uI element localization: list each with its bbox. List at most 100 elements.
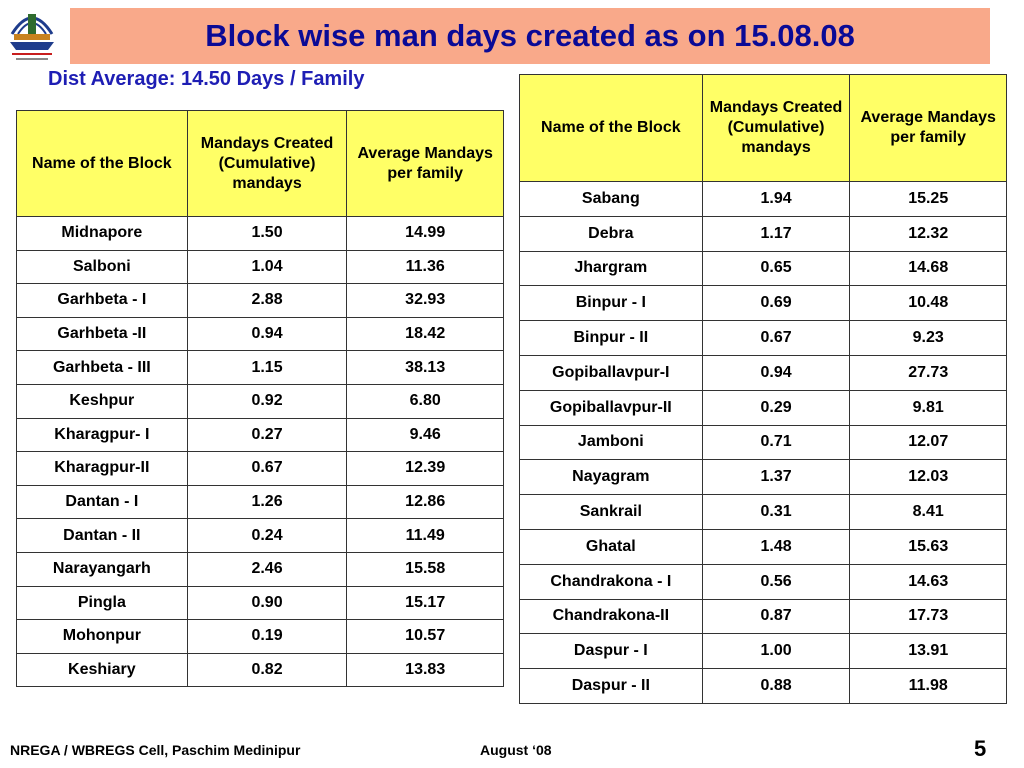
mandays-created-cell: 1.00 xyxy=(701,633,851,670)
mandays-created-cell: 0.69 xyxy=(701,285,851,322)
block-name-cell: Binpur - I xyxy=(519,285,703,322)
table-row: Garhbeta - III 1.15 38.13 xyxy=(16,350,504,385)
average-mandays-cell: 12.86 xyxy=(346,484,504,520)
average-mandays-cell: 9.46 xyxy=(346,417,504,453)
block-name-cell: Nayagram xyxy=(519,459,703,496)
table-row: Narayangarh 2.46 15.58 xyxy=(16,551,504,587)
table-row: Chandrakona - I 0.56 14.63 xyxy=(519,563,1007,600)
average-mandays-cell: 15.58 xyxy=(346,551,504,587)
mandays-created-cell: 0.94 xyxy=(701,354,851,391)
header-mandays-created: Mandays Created (Cumulative) mandays xyxy=(186,110,348,217)
block-name-cell: Garhbeta - I xyxy=(16,283,188,318)
block-name-cell: Chandrakona-II xyxy=(519,598,703,635)
mandays-created-cell: 1.17 xyxy=(701,215,851,252)
mandays-created-cell: 0.24 xyxy=(186,518,348,553)
block-name-cell: Pingla xyxy=(16,585,188,621)
header-average-mandays: Average Mandays per family xyxy=(346,110,504,217)
table-row: Salboni 1.04 11.36 xyxy=(16,249,504,285)
average-mandays-cell: 9.23 xyxy=(849,320,1007,356)
average-mandays-cell: 14.99 xyxy=(346,216,504,251)
block-name-cell: Daspur - II xyxy=(519,668,703,704)
table-row: Gopiballavpur-I 0.94 27.73 xyxy=(519,354,1007,391)
average-mandays-cell: 13.91 xyxy=(849,633,1007,670)
left-block-table: Name of the Block Mandays Created (Cumul… xyxy=(16,110,504,688)
right-block-table: Name of the Block Mandays Created (Cumul… xyxy=(519,74,1007,704)
mandays-created-cell: 1.37 xyxy=(701,459,851,496)
block-name-cell: Ghatal xyxy=(519,528,703,565)
average-mandays-cell: 14.68 xyxy=(849,250,1007,287)
table-row: Garhbeta -II 0.94 18.42 xyxy=(16,316,504,352)
nrega-emblem-icon xyxy=(4,4,60,64)
mandays-created-cell: 1.15 xyxy=(186,350,348,385)
average-mandays-cell: 11.36 xyxy=(346,249,504,285)
block-name-cell: Mohonpur xyxy=(16,619,188,654)
mandays-created-cell: 0.67 xyxy=(186,451,348,486)
mandays-created-cell: 0.87 xyxy=(701,598,851,635)
average-mandays-cell: 13.83 xyxy=(346,652,504,688)
table-row: Sankrail 0.31 8.41 xyxy=(519,494,1007,530)
average-mandays-cell: 27.73 xyxy=(849,354,1007,391)
average-mandays-cell: 11.98 xyxy=(849,668,1007,704)
footer-date: August ‘08 xyxy=(480,742,552,758)
mandays-created-cell: 2.88 xyxy=(186,283,348,318)
block-name-cell: Garhbeta -II xyxy=(16,316,188,352)
mandays-created-cell: 1.26 xyxy=(186,484,348,520)
block-name-cell: Keshiary xyxy=(16,652,188,688)
block-name-cell: Gopiballavpur-I xyxy=(519,354,703,391)
page-title: Block wise man days created as on 15.08.… xyxy=(205,18,855,53)
average-mandays-cell: 10.48 xyxy=(849,285,1007,322)
header-block-name: Name of the Block xyxy=(16,110,188,217)
table-row: Garhbeta - I 2.88 32.93 xyxy=(16,283,504,318)
table-row: Keshpur 0.92 6.80 xyxy=(16,383,504,419)
header-average-mandays: Average Mandays per family xyxy=(849,74,1007,182)
mandays-created-cell: 0.92 xyxy=(186,383,348,419)
average-mandays-cell: 6.80 xyxy=(346,383,504,419)
table-row: Dantan - I 1.26 12.86 xyxy=(16,484,504,520)
average-mandays-cell: 15.25 xyxy=(849,181,1007,217)
mandays-created-cell: 0.65 xyxy=(701,250,851,287)
title-banner: Block wise man days created as on 15.08.… xyxy=(70,8,990,64)
average-mandays-cell: 11.49 xyxy=(346,518,504,553)
header-block-name: Name of the Block xyxy=(519,74,703,182)
mandays-created-cell: 0.19 xyxy=(186,619,348,654)
block-name-cell: Salboni xyxy=(16,249,188,285)
block-name-cell: Dantan - I xyxy=(16,484,188,520)
table-row: Jhargram 0.65 14.68 xyxy=(519,250,1007,287)
table-row: Debra 1.17 12.32 xyxy=(519,215,1007,252)
average-mandays-cell: 12.07 xyxy=(849,424,1007,461)
average-mandays-cell: 10.57 xyxy=(346,619,504,654)
table-row: Pingla 0.90 15.17 xyxy=(16,585,504,621)
header-mandays-created: Mandays Created (Cumulative) mandays xyxy=(701,74,851,182)
table-row: Ghatal 1.48 15.63 xyxy=(519,528,1007,565)
table-row: Daspur - I 1.00 13.91 xyxy=(519,633,1007,670)
average-mandays-cell: 15.17 xyxy=(346,585,504,621)
block-name-cell: Garhbeta - III xyxy=(16,350,188,385)
block-name-cell: Gopiballavpur-II xyxy=(519,389,703,426)
mandays-created-cell: 0.94 xyxy=(186,316,348,352)
mandays-created-cell: 0.67 xyxy=(701,320,851,356)
block-name-cell: Dantan - II xyxy=(16,518,188,553)
block-name-cell: Sabang xyxy=(519,181,703,217)
block-name-cell: Daspur - I xyxy=(519,633,703,670)
table-row: Sabang 1.94 15.25 xyxy=(519,181,1007,217)
mandays-created-cell: 1.48 xyxy=(701,528,851,565)
average-mandays-cell: 12.39 xyxy=(346,451,504,486)
table-row: Gopiballavpur-II 0.29 9.81 xyxy=(519,389,1007,426)
block-name-cell: Keshpur xyxy=(16,383,188,419)
table-row: Kharagpur-II 0.67 12.39 xyxy=(16,451,504,486)
block-name-cell: Kharagpur- I xyxy=(16,417,188,453)
table-row: Midnapore 1.50 14.99 xyxy=(16,216,504,251)
table-header-row: Name of the Block Mandays Created (Cumul… xyxy=(16,110,504,217)
mandays-created-cell: 0.71 xyxy=(701,424,851,461)
average-mandays-cell: 12.03 xyxy=(849,459,1007,496)
block-name-cell: Debra xyxy=(519,215,703,252)
left-table-body: Midnapore 1.50 14.99 Salboni 1.04 11.36 Garhbe… xyxy=(16,216,504,688)
mandays-created-cell: 0.88 xyxy=(701,668,851,704)
table-row: Binpur - I 0.69 10.48 xyxy=(519,285,1007,322)
mandays-created-cell: 1.04 xyxy=(186,249,348,285)
average-mandays-cell: 38.13 xyxy=(346,350,504,385)
table-row: Nayagram 1.37 12.03 xyxy=(519,459,1007,496)
mandays-created-cell: 0.82 xyxy=(186,652,348,688)
mandays-created-cell: 0.27 xyxy=(186,417,348,453)
average-mandays-cell: 14.63 xyxy=(849,563,1007,600)
